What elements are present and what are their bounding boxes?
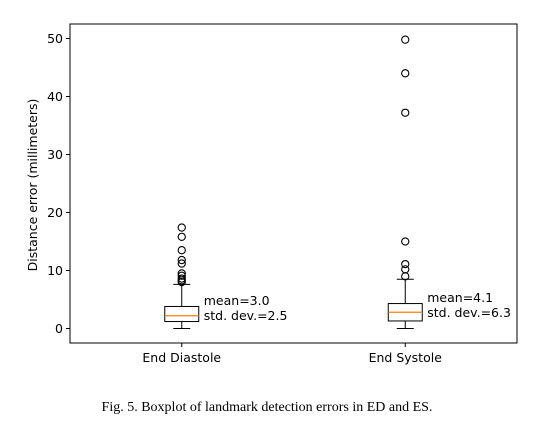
y-tick-label: 30 xyxy=(47,147,63,162)
y-axis-ticks: 0 10 20 30 40 50 xyxy=(47,31,70,336)
outlier-point xyxy=(177,274,186,283)
outlier-point xyxy=(401,35,410,44)
outlier-point xyxy=(177,246,186,255)
y-tick-label: 10 xyxy=(47,263,63,278)
std-annotation: std. dev.=6.3 xyxy=(427,305,511,320)
outlier-point xyxy=(177,255,186,265)
outlier-point xyxy=(177,232,186,242)
iqr-box xyxy=(164,305,200,323)
outlier-point xyxy=(401,265,410,274)
outlier-point xyxy=(177,269,186,278)
outlier-point xyxy=(177,271,186,280)
outlier-point xyxy=(401,69,410,78)
outlier-point xyxy=(177,223,186,232)
y-tick-label: 20 xyxy=(47,205,63,220)
figure-caption: Fig. 5. Boxplot of landmark detection er… xyxy=(101,400,433,415)
plot-frame xyxy=(69,23,518,344)
mean-annotation: mean=4.1 xyxy=(427,290,493,305)
y-axis-label: Distance error (millimeters) xyxy=(25,99,40,272)
x-axis-ticks: End Diastole End Systole xyxy=(142,343,442,365)
x-tick-label: End Diastole xyxy=(142,350,221,365)
outlier-point xyxy=(401,259,410,269)
std-annotation: std. dev.=2.5 xyxy=(204,308,288,323)
mean-annotation: mean=3.0 xyxy=(204,293,270,308)
y-tick-label: 0 xyxy=(55,321,63,336)
outlier-point xyxy=(177,259,186,268)
y-tick-label: 50 xyxy=(47,31,63,46)
outlier-point xyxy=(401,108,410,117)
y-tick-label: 40 xyxy=(47,89,63,104)
x-tick-label: End Systole xyxy=(369,350,443,365)
outlier-point xyxy=(401,237,410,246)
